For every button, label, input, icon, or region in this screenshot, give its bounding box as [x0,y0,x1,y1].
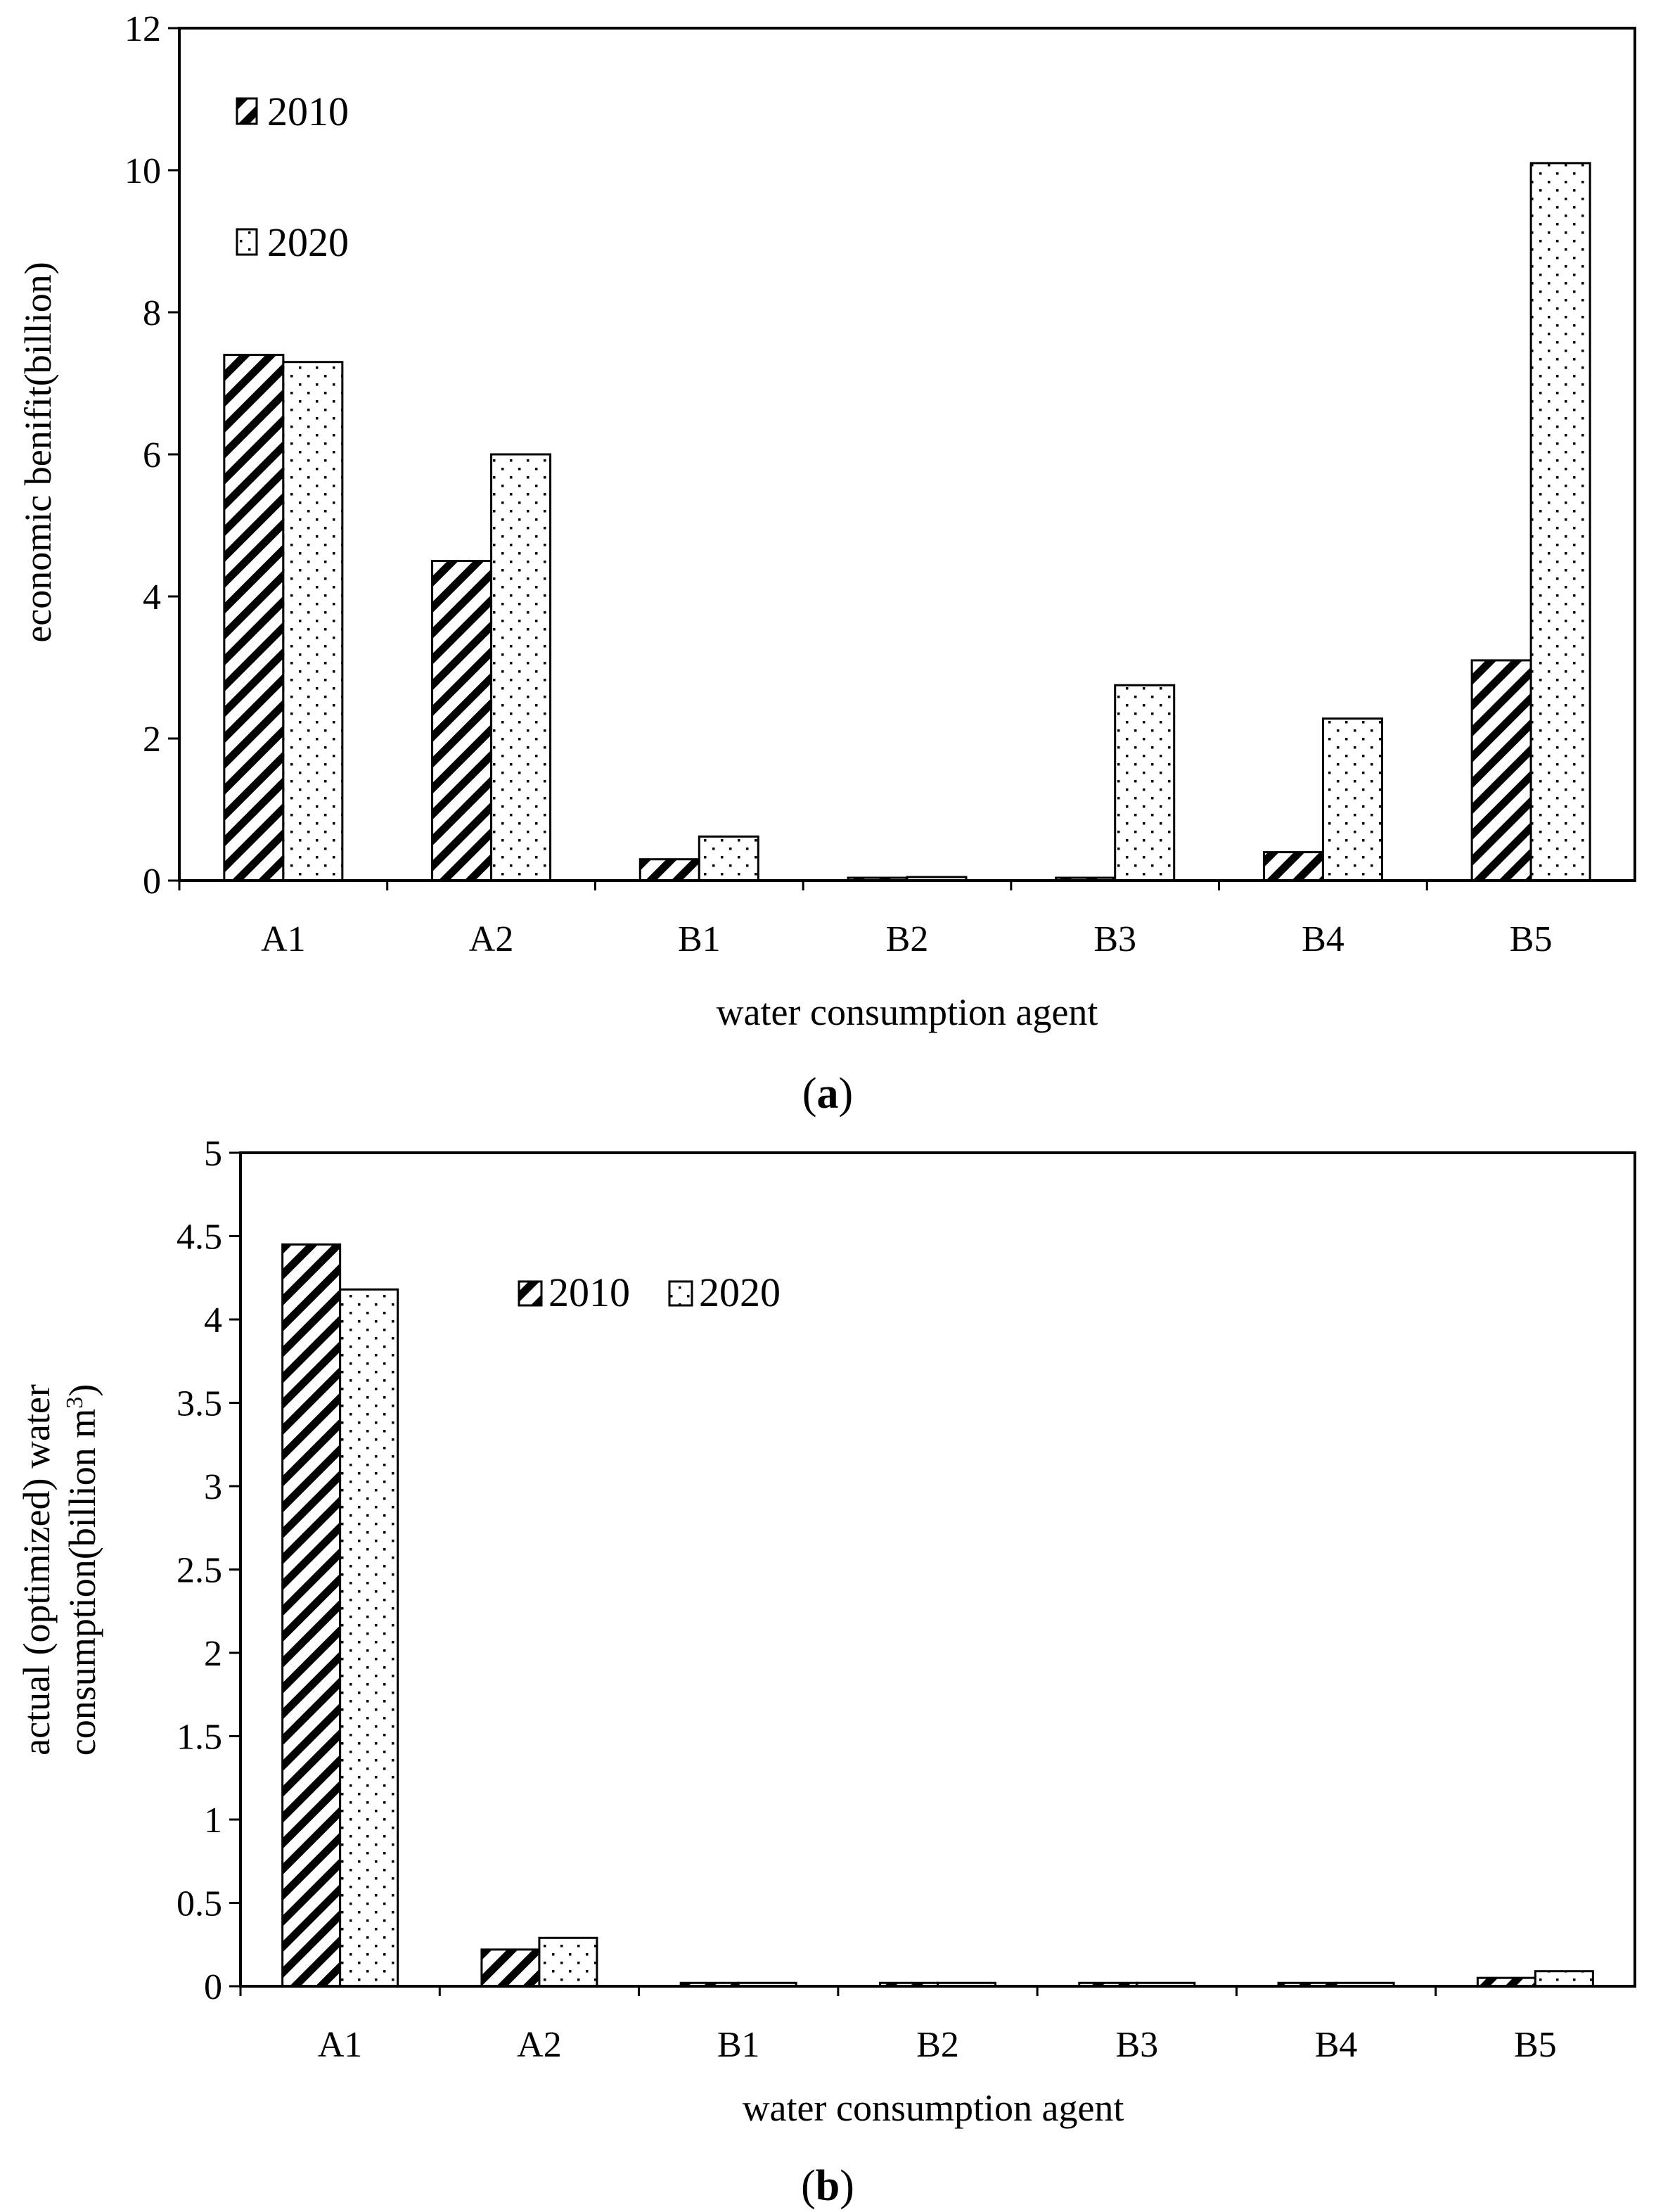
panel-a-chart: economic benifit(billion) 0 2 4 6 8 10 12 A1 A2… [17,9,1636,1118]
b-ytick-label: 1 [204,1801,222,1841]
b-xtick-label: B1 [717,2025,760,2065]
a-bar-A1-2010 [223,354,285,882]
b-ytick-label: 0 [204,1967,222,2007]
panel-a-bars [223,162,1591,882]
a-bar-A2-2020 [490,453,552,882]
panel-b-legend-swatch-2010 [518,1280,543,1307]
b-ytick-label: 1.5 [176,1718,222,1758]
b-ytick-label: 0.5 [176,1884,222,1924]
b-ytick-label: 5 [204,1134,222,1174]
b-xtick-label: B5 [1514,2025,1557,2065]
a-xtick-label: B5 [1510,919,1553,959]
a-ytick-label: 6 [143,435,161,475]
a-ytick-label: 10 [124,151,161,191]
a-ytick-label: 8 [143,293,161,333]
panel-b-bars [281,1243,1594,1988]
panel-b-legend-2010: 2010 [518,1270,630,1315]
panel-b-legend-label-2010: 2010 [548,1270,630,1315]
b-ytick-label: 4.5 [176,1217,222,1258]
panel-a-legend-2020: 2020 [236,219,349,265]
panel-a-plot-frame [178,27,1636,882]
panel-b-legend-swatch-2020 [668,1280,693,1307]
b-xtick-label: B3 [1115,2025,1158,2065]
b-ytick-label: 2 [204,1634,222,1674]
b-xtick-label: B2 [916,2025,959,2065]
a-bar-B5-2010 [1470,659,1532,882]
a-xtick-label: A2 [469,919,514,959]
b-bar-A2-2020 [538,1936,598,1988]
panel-a-ylabel: economic benifit(billion) [17,262,59,642]
b-ytick-label: 4 [204,1300,222,1341]
panel-a-legend-2010: 2010 [236,89,349,134]
panel-b-legend: 2010 2020 [518,1270,781,1315]
b-bar-B5-2020 [1534,1970,1594,1988]
b-bar-A1-2020 [339,1288,399,1988]
a-xtick-label: B3 [1093,919,1136,959]
panel-a-legend-swatch-2010 [236,97,258,125]
a-ytick-label: 0 [143,862,161,902]
a-bar-B5-2020 [1529,162,1591,882]
b-bar-A2-2010 [480,1948,541,1988]
a-bar-B1-2010 [638,858,700,882]
a-bar-A2-2010 [431,560,493,882]
a-xtick-label: B1 [678,919,721,959]
panel-a-y-axis-label: economic benifit(billion) [17,262,59,642]
a-ytick-label: 12 [124,9,161,49]
a-ytick-label: 4 [143,577,161,618]
panel-b-chart: actual (optimized) water consumption(bil… [15,1134,1636,2210]
a-bar-B4-2010 [1262,851,1324,882]
a-bar-A1-2020 [282,361,344,882]
panel-a-legend-label-2010: 2010 [267,89,349,134]
panel-a-y-ticks: 0 2 4 6 8 10 12 [124,9,179,902]
panel-b-xlabel: water consumption agent [743,2087,1124,2129]
panel-b-ylabel-line2: consumption(billion m3) [61,1384,103,1756]
a-bar-B1-2020 [698,835,759,882]
a-xtick-label: B4 [1302,919,1344,959]
panel-b-ylabel-line1: actual (optimized) water [15,1384,58,1756]
b-ytick-label: 3.5 [176,1384,222,1424]
a-bar-B4-2020 [1321,717,1383,882]
a-xtick-label: B2 [886,919,929,959]
panel-b-y-ticks: 0 0.5 1 1.5 2 2.5 3 3.5 4 4.5 5 [176,1134,240,2007]
b-bar-A1-2010 [281,1243,342,1988]
panel-b-legend-2020: 2020 [668,1270,781,1315]
a-ytick-label: 2 [143,720,161,760]
panel-a-x-ticks: A1 A2 B1 B2 B3 B4 B5 [178,881,1553,959]
panel-a-legend-swatch-2020 [236,228,258,256]
panel-b-caption: (b) [801,2162,854,2210]
panel-a-legend: 2010 2020 [236,89,349,265]
b-xtick-label: A1 [318,2025,363,2065]
b-xtick-label: B4 [1315,2025,1358,2065]
panel-b-y-axis-label: actual (optimized) water consumption(bil… [15,1384,103,1756]
panel-a-caption: (a) [802,1070,853,1118]
panel-a-legend-label-2020: 2020 [267,219,349,265]
a-bar-B3-2020 [1114,684,1176,882]
panel-b-legend-label-2020: 2020 [699,1270,781,1315]
panel-b-x-ticks: A1 A2 B1 B2 B3 B4 B5 [239,1986,1557,2065]
b-ytick-label: 2.5 [176,1551,222,1591]
b-xtick-label: A2 [517,2025,562,2065]
panel-b-plot-frame [239,1151,1636,1988]
a-xtick-label: A1 [261,919,306,959]
panel-a-xlabel: water consumption agent [717,991,1098,1033]
b-ytick-label: 3 [204,1467,222,1507]
